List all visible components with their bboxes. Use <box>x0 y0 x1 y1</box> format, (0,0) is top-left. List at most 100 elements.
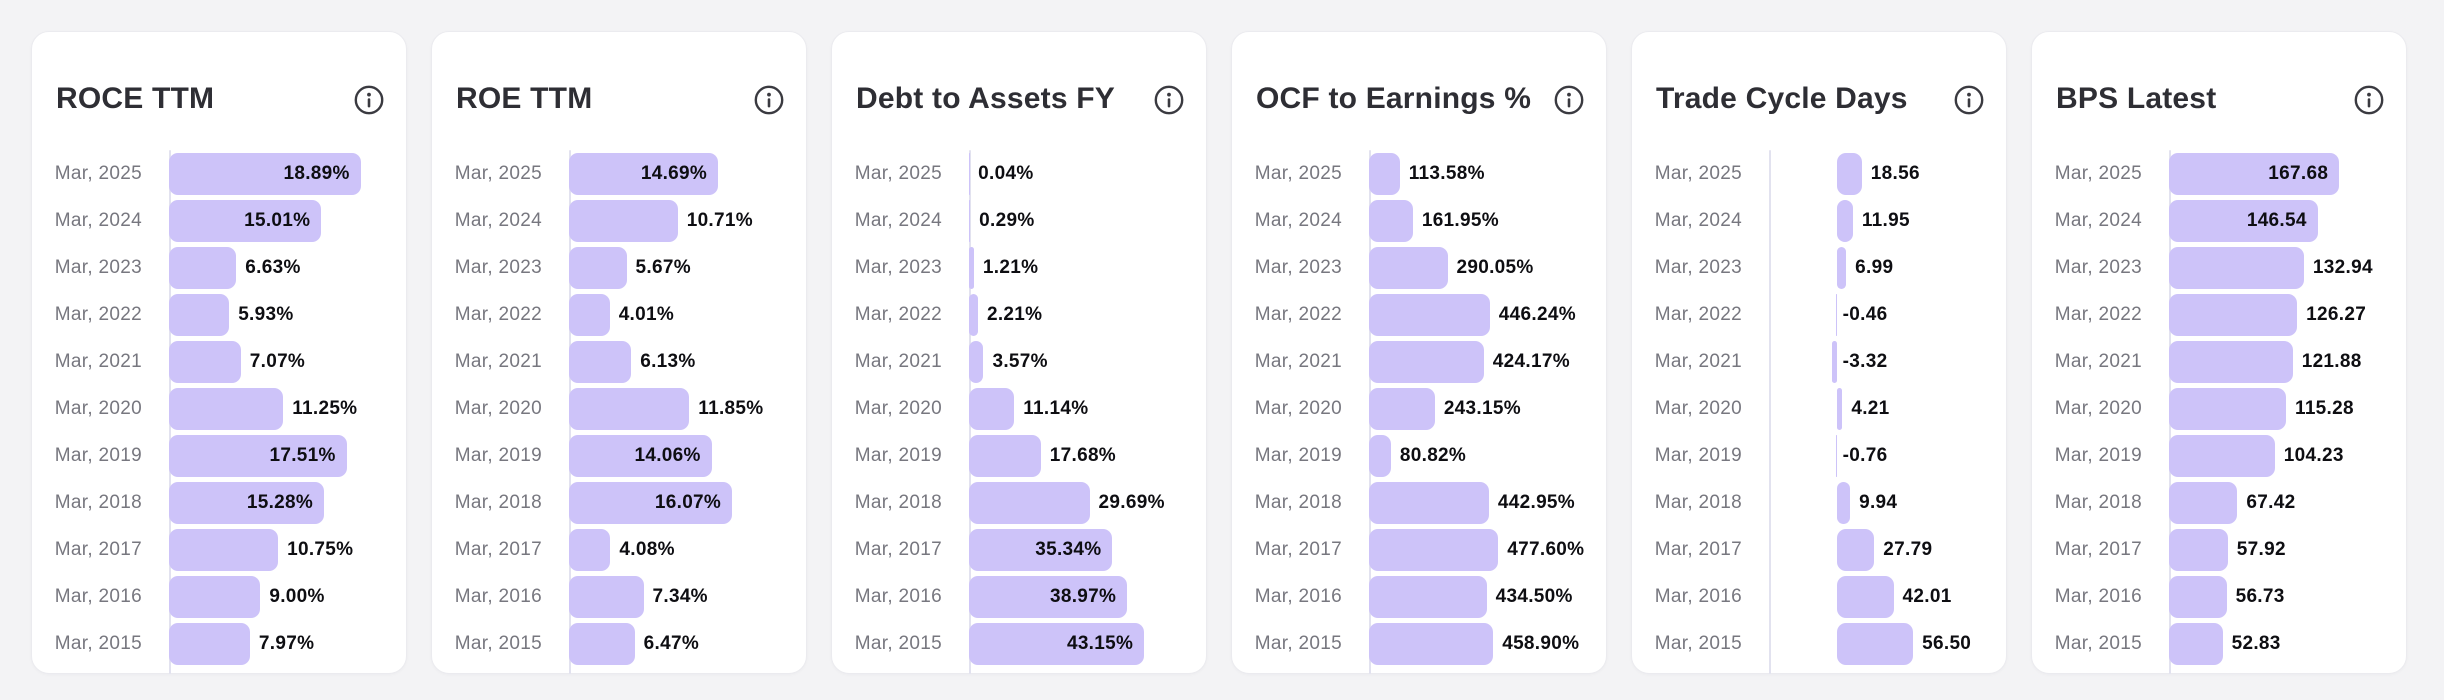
bar <box>2169 153 2340 195</box>
bar <box>569 247 627 289</box>
value-label: 57.92 <box>2236 539 2286 560</box>
bar <box>969 576 1128 618</box>
value-label: 18.89% <box>283 163 350 184</box>
value-label: 113.58% <box>1408 163 1485 184</box>
bar <box>1369 388 1435 430</box>
info-icon[interactable] <box>2353 84 2385 116</box>
card-title: ROCE TTM <box>56 82 215 115</box>
value-label: 10.71% <box>686 210 753 231</box>
chart-row: Mar, 2023 132.94 <box>2032 247 2406 289</box>
value-label: 3.57% <box>992 351 1048 372</box>
bar <box>569 341 632 383</box>
bar <box>569 200 678 242</box>
bar <box>969 294 978 336</box>
category-label: Mar, 2024 <box>54 210 142 231</box>
value-label: 146.54 <box>2246 210 2307 231</box>
chart-row: Mar, 2016 7.34% <box>432 576 806 618</box>
bar-chart: Mar, 2025 0.04% Mar, 2024 0.29% Mar, 2023 1.2… <box>832 150 1206 675</box>
category-label: Mar, 2016 <box>454 586 542 607</box>
value-label: 38.97% <box>1049 586 1117 607</box>
chart-row: Mar, 2021 7.07% <box>32 341 406 383</box>
category-label: Mar, 2016 <box>854 586 942 607</box>
bar <box>1369 529 1499 571</box>
value-label: 14.69% <box>640 163 708 184</box>
bar <box>969 200 971 242</box>
category-label: Mar, 2022 <box>454 304 542 325</box>
chart-row: Mar, 2017 57.92 <box>2032 529 2406 571</box>
value-label: 290.05% <box>1456 257 1534 278</box>
category-label: Mar, 2015 <box>2054 633 2142 654</box>
bar <box>169 153 361 195</box>
value-label: 10.75% <box>287 539 354 560</box>
bar <box>2169 529 2228 571</box>
value-label: 424.17% <box>1492 351 1570 372</box>
bar <box>1836 200 1853 242</box>
info-icon[interactable] <box>1953 84 1985 116</box>
value-label: 5.67% <box>635 257 691 278</box>
category-label: Mar, 2020 <box>1654 398 1742 419</box>
value-label: 243.15% <box>1443 398 1521 419</box>
chart-row: Mar, 2024 161.95% <box>1232 200 1606 242</box>
category-label: Mar, 2019 <box>54 445 142 466</box>
bar <box>2169 435 2275 477</box>
card-title: Debt to Assets FY <box>856 82 1116 115</box>
info-icon[interactable] <box>753 84 785 116</box>
bar <box>569 435 712 477</box>
value-label: 5.93% <box>238 304 294 325</box>
card-title: OCF to Earnings % <box>1256 82 1532 115</box>
value-label: 27.79 <box>1883 539 1933 560</box>
chart-row: Mar, 2015 56.50 <box>1632 623 2006 665</box>
category-label: Mar, 2015 <box>1654 633 1742 654</box>
category-label: Mar, 2023 <box>1654 257 1742 278</box>
chart-row: Mar, 2025 167.68 <box>2032 153 2406 195</box>
bar <box>169 482 325 524</box>
chart-row: Mar, 2021 -3.32 <box>1632 341 2006 383</box>
category-label: Mar, 2021 <box>854 351 942 372</box>
category-label: Mar, 2018 <box>1654 492 1742 513</box>
card-bps-latest: BPS Latest Mar, 2025 167.68 Mar, 2024 146.5… <box>2031 31 2407 674</box>
value-label: 0.04% <box>978 163 1034 184</box>
value-label: 11.95 <box>1861 210 1910 231</box>
info-icon[interactable] <box>353 84 385 116</box>
category-label: Mar, 2015 <box>854 633 942 654</box>
category-label: Mar, 2025 <box>454 163 542 184</box>
category-label: Mar, 2024 <box>854 210 942 231</box>
value-label: 29.69% <box>1098 492 1165 513</box>
value-label: 15.28% <box>246 492 314 513</box>
category-label: Mar, 2022 <box>854 304 942 325</box>
chart-row: Mar, 2019 17.51% <box>32 435 406 477</box>
chart-row: Mar, 2024 11.95 <box>1632 200 2006 242</box>
bar-chart: Mar, 2025 18.89% Mar, 2024 15.01% Mar, 2023 6… <box>32 150 406 675</box>
chart-row: Mar, 2021 3.57% <box>832 341 1206 383</box>
category-label: Mar, 2018 <box>54 492 142 513</box>
category-label: Mar, 2015 <box>54 633 142 654</box>
chart-row: Mar, 2020 11.85% <box>432 388 806 430</box>
value-label: 167.68 <box>2268 163 2329 184</box>
category-label: Mar, 2025 <box>1254 163 1342 184</box>
chart-row: Mar, 2019 80.82% <box>1232 435 1606 477</box>
bar <box>569 153 719 195</box>
chart-row: Mar, 2018 9.94 <box>1632 482 2006 524</box>
bar <box>1836 153 1862 195</box>
category-label: Mar, 2020 <box>1254 398 1342 419</box>
category-label: Mar, 2024 <box>1654 210 1742 231</box>
bar-chart: Mar, 2025 167.68 Mar, 2024 146.54 Mar, 2023 1… <box>2032 150 2406 675</box>
chart-row: Mar, 2025 113.58% <box>1232 153 1606 195</box>
value-label: 43.15% <box>1066 633 1134 654</box>
value-label: 1.21% <box>982 257 1039 278</box>
category-label: Mar, 2017 <box>54 539 142 560</box>
info-icon[interactable] <box>1153 84 1185 116</box>
bar <box>1369 294 1490 336</box>
category-label: Mar, 2020 <box>454 398 542 419</box>
value-label: 15.01% <box>244 210 311 231</box>
value-label: 56.73 <box>2235 586 2285 607</box>
value-label: 17.68% <box>1049 445 1117 466</box>
chart-row: Mar, 2016 56.73 <box>2032 576 2406 618</box>
bar <box>569 576 644 618</box>
chart-row: Mar, 2023 290.05% <box>1232 247 1606 289</box>
card-debt-to-assets-fy: Debt to Assets FY Mar, 2025 0.04% Mar, 202… <box>831 31 1207 674</box>
chart-row: Mar, 2022 126.27 <box>2032 294 2406 336</box>
chart-row: Mar, 2020 243.15% <box>1232 388 1606 430</box>
info-icon[interactable] <box>1553 84 1585 116</box>
category-label: Mar, 2025 <box>2054 163 2142 184</box>
